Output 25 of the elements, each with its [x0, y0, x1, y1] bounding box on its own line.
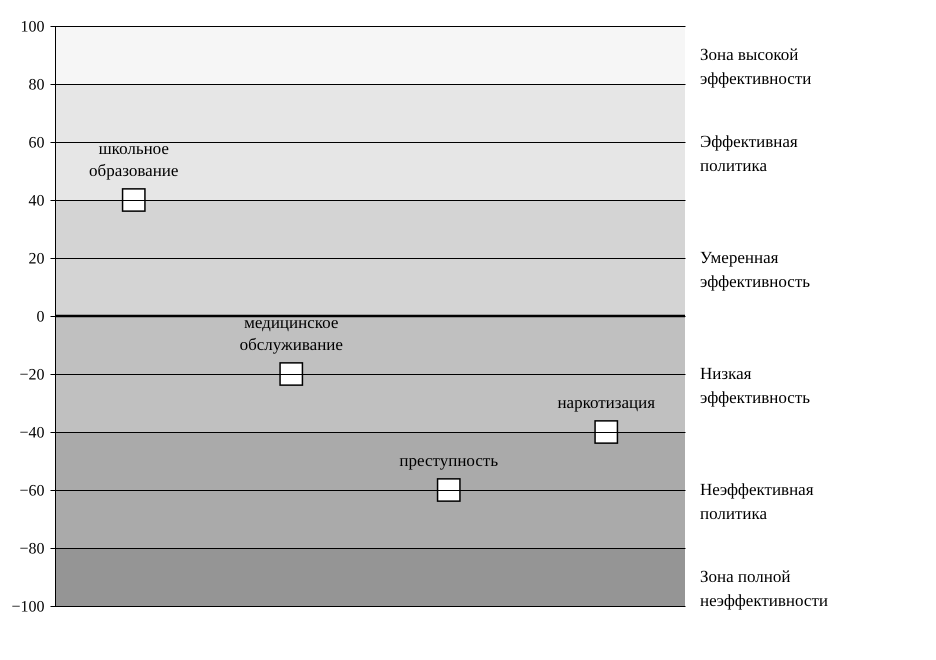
point [279, 362, 304, 386]
y-tick-label: 60 [28, 134, 44, 152]
series-label: преступность [399, 451, 498, 470]
series-label: медицинское обслуживание [240, 313, 343, 354]
y-tick-label: 80 [28, 76, 44, 94]
series-label: школьное образование [89, 139, 178, 180]
band-label: Неэффективная политика [700, 480, 814, 523]
y-tick-label: −40 [19, 424, 44, 442]
band-label: Зона высокой эффективности [700, 45, 812, 88]
y-tick-label: −80 [19, 540, 44, 558]
series-label: наркотизация [557, 393, 656, 412]
y-tick-label: 40 [28, 192, 44, 210]
band-label: Эффективная политика [700, 132, 798, 175]
y-tick-label: 20 [28, 250, 44, 268]
point [436, 478, 461, 502]
y-tick-label: −60 [19, 482, 44, 500]
point [594, 420, 618, 444]
band-label: Умеренная эффективность [700, 248, 810, 291]
band-label: Зона полной неэффективности [700, 567, 828, 610]
y-tick-label: 100 [20, 18, 44, 36]
y-tick-label: −100 [11, 598, 44, 616]
y-tick-label: −20 [19, 366, 44, 384]
y-tick-label: 0 [36, 308, 44, 326]
band-label: Низкая эффективность [700, 364, 810, 407]
point [122, 188, 146, 212]
